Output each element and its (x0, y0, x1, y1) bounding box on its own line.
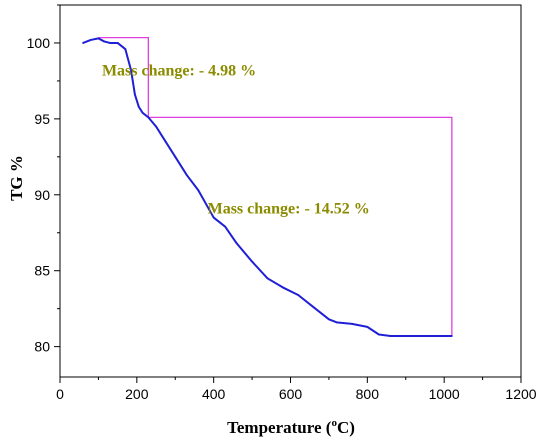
data-point (281, 286, 284, 289)
x-axis-title: Temperature (oC) (227, 417, 355, 437)
x-tick-label: 1200 (505, 386, 536, 402)
data-point (266, 277, 269, 280)
y-axis-title: TG % (7, 155, 26, 201)
y-tick-label: 95 (34, 111, 50, 127)
data-point (443, 335, 446, 337)
data-point (312, 306, 315, 309)
data-point (366, 325, 369, 328)
y-tick-label: 85 (34, 263, 50, 279)
tg-series (82, 37, 453, 338)
data-point (155, 125, 157, 128)
data-point (137, 105, 140, 108)
x-tick-label: 600 (279, 386, 303, 402)
data-point (174, 155, 177, 158)
data-point (197, 189, 200, 192)
data-point (335, 321, 338, 324)
mass-change-label-2: Mass change: - 14.52 % (208, 200, 370, 217)
data-point (235, 242, 238, 245)
data-point (124, 48, 127, 50)
y-tick-label: 90 (34, 187, 50, 203)
data-point (404, 335, 407, 337)
data-point (377, 333, 380, 336)
y-tick-label: 100 (27, 35, 51, 51)
data-point (164, 140, 167, 143)
data-point (82, 42, 84, 44)
data-point (389, 335, 392, 337)
x-tick-label: 1000 (429, 386, 460, 402)
data-point (134, 93, 136, 96)
data-point (97, 37, 100, 40)
data-point (424, 335, 426, 337)
data-point (251, 260, 253, 263)
annotations: Mass change: - 4.98 % Mass change: - 14.5… (102, 62, 370, 217)
x-tick-label: 200 (125, 386, 149, 402)
tg-curve (82, 37, 452, 338)
x-tick-label: 400 (202, 386, 226, 402)
data-point (116, 42, 119, 44)
data-point (103, 40, 106, 43)
y-tick-label: 80 (34, 339, 50, 355)
data-point (141, 111, 144, 114)
data-point (130, 69, 132, 72)
data-point (185, 174, 188, 176)
data-point (328, 318, 330, 321)
data-point (147, 116, 150, 119)
mass-change-steps (98, 36, 453, 337)
data-point (351, 322, 353, 325)
mass-change-step-line (98, 36, 453, 337)
x-tick-label: 800 (356, 386, 380, 402)
data-point (109, 42, 111, 44)
data-point (297, 294, 300, 296)
data-point (89, 39, 92, 41)
mass-change-label-1: Mass change: - 4.98 % (102, 62, 256, 79)
data-point (450, 335, 453, 337)
axis-ticks (54, 4, 522, 383)
tick-labels: 0 200 400 600 800 1000 1200 80 85 90 95 100 (27, 35, 537, 402)
data-point (212, 216, 215, 219)
data-point (224, 225, 227, 228)
x-tick-label: 0 (56, 386, 64, 402)
